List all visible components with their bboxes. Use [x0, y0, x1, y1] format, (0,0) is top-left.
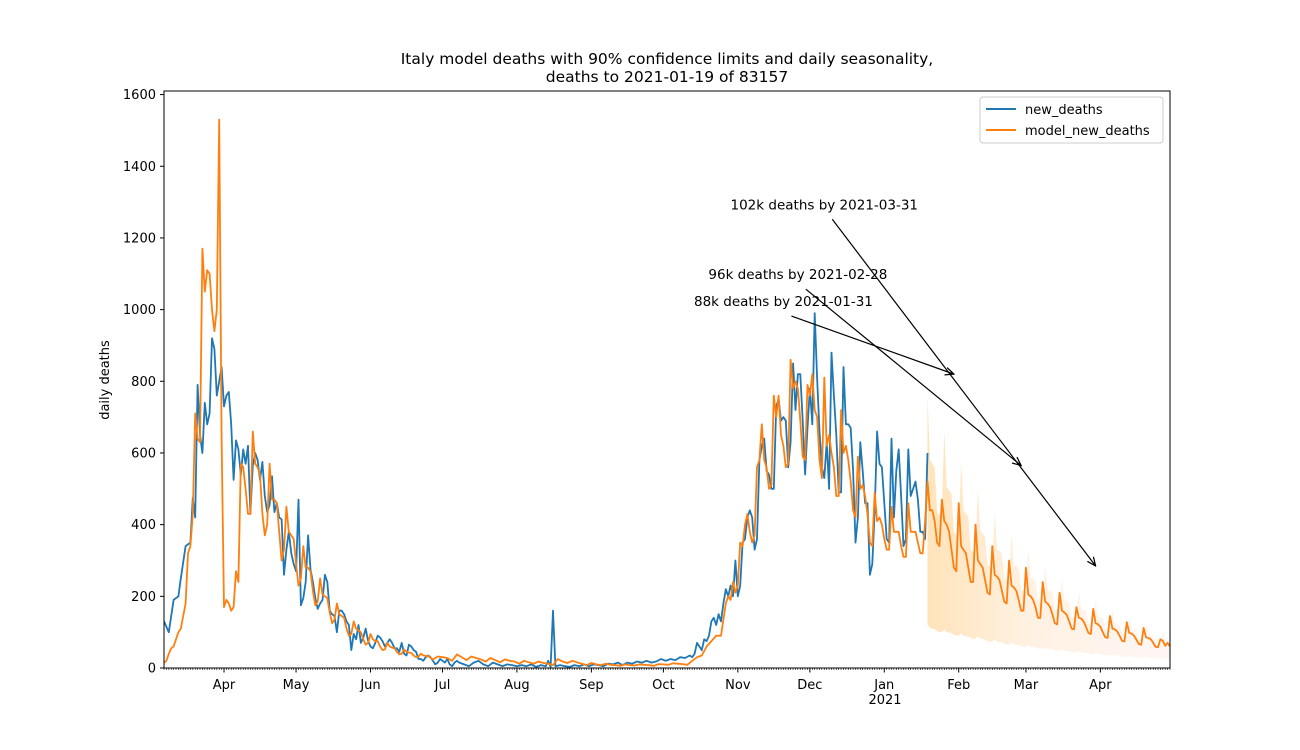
y-axis-label: daily deaths — [98, 340, 113, 420]
confidence-band — [927, 395, 1170, 660]
x-axis: Apr May Jun Jul Aug Sep Oct Nov Dec Jan Feb Mar Apr — [163, 668, 1171, 693]
legend: new_deaths model_new_deaths — [979, 96, 1164, 144]
legend-box — [979, 96, 1164, 144]
y-tick-label: 1000 — [123, 303, 156, 318]
x-tick-label: Jan — [873, 678, 894, 693]
x-tick-label: Sep — [579, 678, 604, 693]
y-tick-label: 1200 — [123, 231, 156, 246]
legend-label-new-deaths: new_deaths — [1025, 103, 1103, 118]
x-tick-label: Jun — [359, 678, 380, 693]
y-tick-label: 600 — [131, 446, 156, 461]
plot-frame — [163, 90, 1171, 669]
y-tick-label: 1600 — [123, 88, 156, 103]
series-layer — [164, 118, 1170, 668]
y-tick-label: 400 — [131, 518, 156, 533]
x-tick-label: Nov — [725, 678, 751, 693]
annotation-arrow — [805, 288, 1021, 465]
x-year-label: 2021 — [868, 693, 901, 708]
y-tick-label: 0 — [148, 662, 156, 677]
annotation-text: 96k deaths by 2021-02-28 — [708, 267, 887, 283]
y-tick-label: 1400 — [123, 160, 156, 175]
annotation-text: 102k deaths by 2021-03-31 — [731, 197, 919, 213]
annotations: 88k deaths by 2021-01-31 96k deaths by 20… — [694, 197, 1096, 566]
chart-subtitle: deaths to 2021-01-19 of 83157 — [546, 68, 788, 86]
x-tick-label: Oct — [652, 678, 674, 693]
x-tick-label: Mar — [1014, 678, 1039, 693]
y-tick-label: 800 — [131, 375, 156, 390]
x-tick-label: Jul — [434, 678, 451, 693]
y-tick-label: 200 — [131, 590, 156, 605]
chart-title: Italy model deaths with 90% confidence l… — [401, 50, 934, 68]
y-axis: 0 200 400 600 800 1000 1200 1400 1600 — [123, 88, 164, 677]
x-tick-label: Apr — [1089, 678, 1112, 693]
x-tick-label: Dec — [797, 678, 822, 693]
annotation-text: 88k deaths by 2021-01-31 — [694, 294, 873, 310]
x-tick-label: Aug — [504, 678, 529, 693]
annotation-arrow — [791, 315, 953, 374]
series-line-model-new-deaths — [164, 118, 1170, 667]
x-tick-label: Feb — [947, 678, 970, 693]
legend-label-model-new-deaths: model_new_deaths — [1025, 124, 1150, 139]
annotation-arrow — [831, 218, 1095, 566]
plot-area — [164, 118, 1170, 668]
x-tick-label: May — [283, 678, 310, 693]
series-line-new-deaths — [164, 312, 929, 668]
x-tick-label: Apr — [213, 678, 236, 693]
